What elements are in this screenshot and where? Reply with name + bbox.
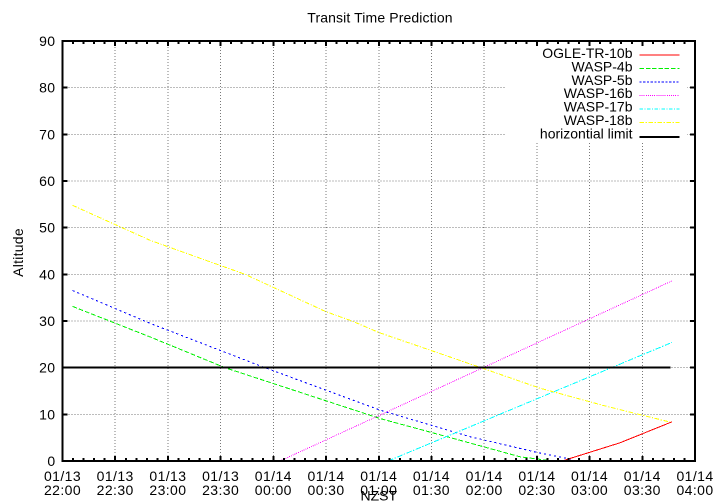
svg-text:00:30: 00:30 [308, 482, 345, 498]
svg-text:22:00: 22:00 [44, 482, 81, 498]
svg-text:horizontial limit: horizontial limit [540, 126, 633, 142]
svg-text:01:00: 01:00 [360, 482, 397, 498]
svg-text:Altitude: Altitude [10, 228, 26, 277]
svg-text:60: 60 [39, 173, 55, 189]
svg-text:40: 40 [39, 266, 55, 282]
svg-text:01/13: 01/13 [44, 468, 81, 484]
svg-text:80: 80 [39, 80, 55, 96]
svg-text:NZST: NZST [361, 487, 398, 503]
svg-text:23:00: 23:00 [149, 482, 186, 498]
svg-text:OGLE-TR-10b: OGLE-TR-10b [542, 45, 632, 61]
svg-text:01/14: 01/14 [466, 468, 503, 484]
svg-text:03:30: 03:30 [624, 482, 661, 498]
svg-text:WASP-18b: WASP-18b [564, 112, 633, 128]
svg-text:04:00: 04:00 [676, 482, 713, 498]
svg-text:01/14: 01/14 [255, 468, 292, 484]
svg-text:02:30: 02:30 [518, 482, 555, 498]
svg-text:01:30: 01:30 [413, 482, 450, 498]
svg-text:20: 20 [39, 360, 55, 376]
svg-text:23:30: 23:30 [202, 482, 239, 498]
svg-text:Transit Time Prediction: Transit Time Prediction [307, 10, 452, 26]
svg-text:00:00: 00:00 [255, 482, 292, 498]
svg-text:02:00: 02:00 [466, 482, 503, 498]
svg-text:WASP-4b: WASP-4b [572, 58, 633, 74]
svg-text:01/13: 01/13 [97, 468, 134, 484]
svg-text:01/14: 01/14 [413, 468, 450, 484]
svg-text:01/14: 01/14 [518, 468, 555, 484]
svg-text:01/14: 01/14 [624, 468, 661, 484]
svg-text:01/13: 01/13 [202, 468, 239, 484]
svg-text:WASP-16b: WASP-16b [564, 85, 633, 101]
svg-text:01/14: 01/14 [676, 468, 713, 484]
svg-text:50: 50 [39, 220, 55, 236]
svg-text:WASP-17b: WASP-17b [564, 99, 633, 115]
svg-text:30: 30 [39, 313, 55, 329]
svg-text:70: 70 [39, 126, 55, 142]
svg-text:01/14: 01/14 [571, 468, 608, 484]
svg-text:01/13: 01/13 [149, 468, 186, 484]
svg-text:01/14: 01/14 [308, 468, 345, 484]
svg-text:0: 0 [47, 453, 55, 469]
svg-text:90: 90 [39, 33, 55, 49]
svg-text:03:00: 03:00 [571, 482, 608, 498]
svg-text:WASP-5b: WASP-5b [572, 72, 633, 88]
svg-text:01/14: 01/14 [360, 468, 397, 484]
svg-text:10: 10 [39, 406, 55, 422]
svg-text:22:30: 22:30 [97, 482, 134, 498]
